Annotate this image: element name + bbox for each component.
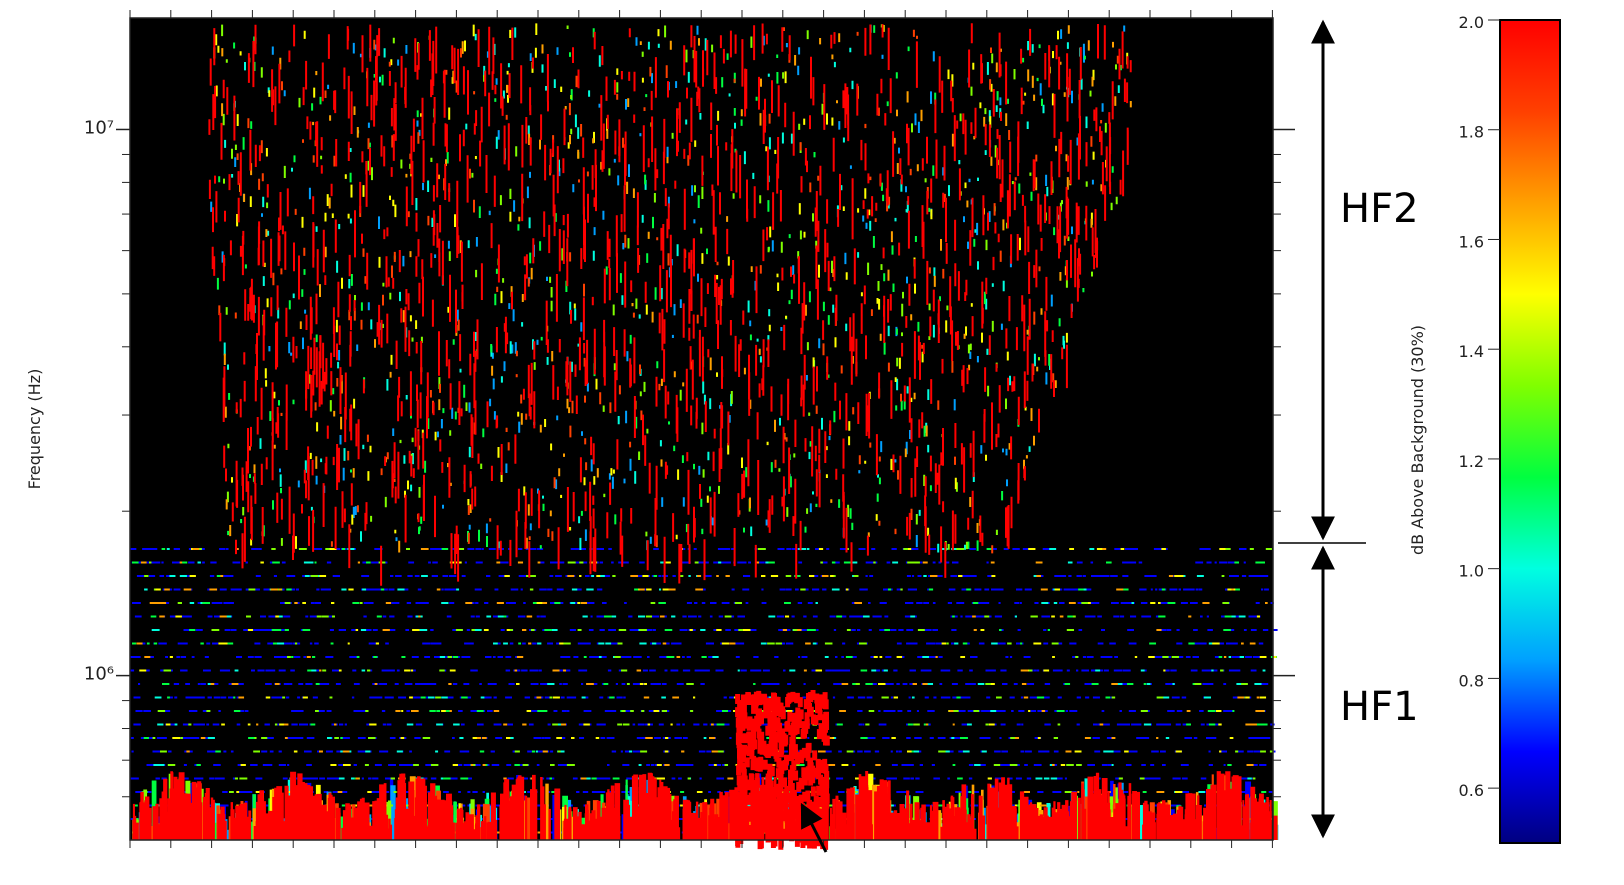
colorbar-tick-label: 1.6: [1459, 232, 1484, 251]
colorbar-label: dB Above Background (30%): [1408, 325, 1427, 555]
colorbar-tick-label: 0.8: [1459, 671, 1484, 690]
pointer-arrow: [800, 802, 828, 853]
plot-frame: [129, 17, 1274, 841]
annotation-hf2: HF2: [1340, 186, 1419, 232]
y-tick-label: 10⁶: [84, 664, 114, 685]
y-axis-label: Frequency (Hz): [25, 369, 44, 490]
colorbar-tick-label: 2.0: [1459, 13, 1484, 32]
colorbar-tick-label: 1.0: [1459, 562, 1484, 581]
colorbar: [1499, 19, 1561, 844]
colorbar-tick-label: 1.2: [1459, 452, 1484, 471]
colorbar-tick-label: 0.6: [1459, 781, 1484, 800]
y-tick-label: 10⁷: [84, 117, 114, 138]
annotation-hf1: HF1: [1340, 684, 1419, 730]
colorbar-tick-label: 1.8: [1459, 123, 1484, 142]
colorbar-tick-label: 1.4: [1459, 342, 1484, 361]
